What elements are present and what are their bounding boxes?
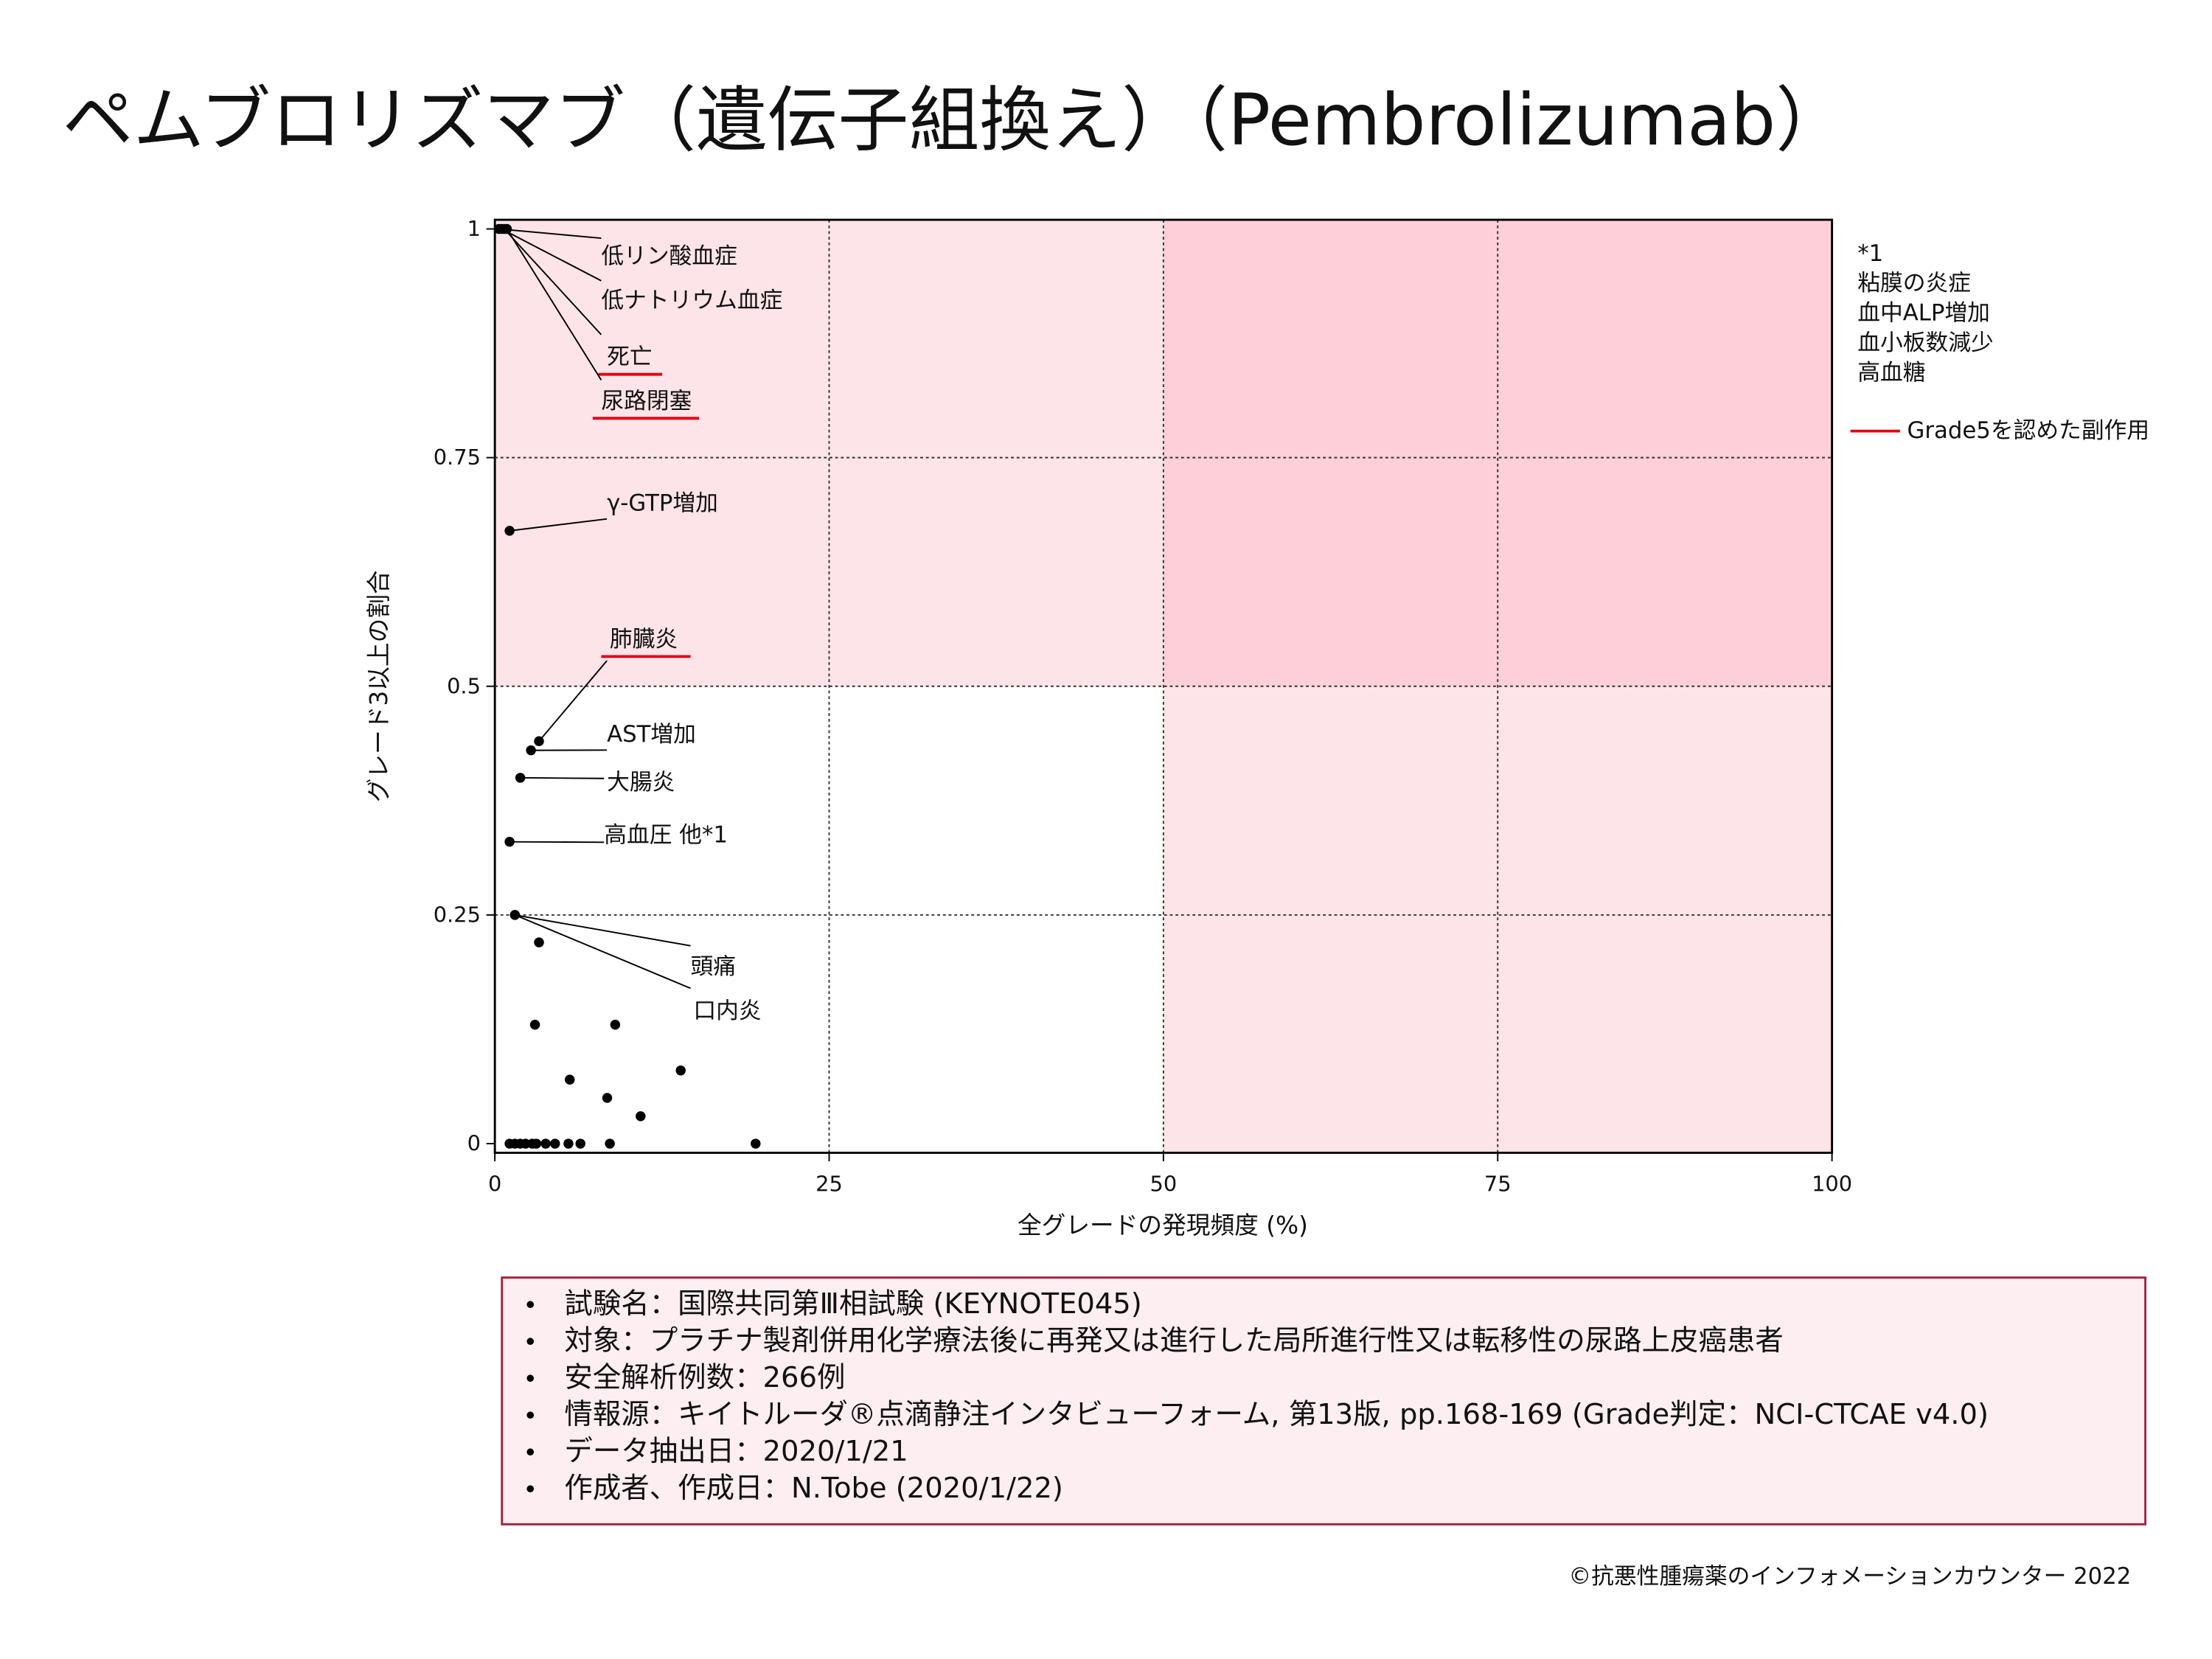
- leader-line: [501, 228, 602, 282]
- data-point: [751, 1138, 761, 1149]
- data-point: [610, 1020, 621, 1030]
- point-label: 肺臓炎: [610, 626, 678, 653]
- info-item: 対象：プラチナ製剤併用化学療法後に再発又は進行した局所進行性又は転移性の尿路上皮…: [564, 1324, 1783, 1357]
- page-title: ペムブロリズマブ（遺伝子組換え）（Pembrolizumab）: [63, 79, 1847, 161]
- point-label: 大腸炎: [607, 769, 675, 796]
- y-tick-label: 0: [467, 1131, 481, 1156]
- y-tick-label: 0.75: [434, 445, 481, 470]
- x-tick-label: 75: [1484, 1171, 1512, 1196]
- plot-frame: [493, 218, 1834, 1154]
- point-label: 低ナトリウム血症: [601, 287, 782, 313]
- leader-line: [504, 228, 602, 335]
- info-item: 安全解析例数：266例: [564, 1361, 845, 1394]
- data-point: [526, 745, 536, 756]
- data-point: [509, 910, 521, 920]
- point-label: AST増加: [607, 721, 696, 748]
- point-label: γ-GTP増加: [607, 490, 718, 516]
- data-point: [534, 736, 544, 746]
- data-point: [675, 1065, 686, 1076]
- info-item: 試験名：国際共同第Ⅲ相試験 (KEYNOTE045): [564, 1287, 1141, 1321]
- bullet: [526, 1338, 535, 1346]
- x-axis-label: 全グレードの発現頻度 (%): [1018, 1211, 1308, 1239]
- point-label: 高血圧 他*1: [604, 821, 728, 848]
- data-point: [575, 1138, 585, 1149]
- bullet: [526, 1448, 535, 1456]
- leader-line: [509, 518, 608, 532]
- info-box: [501, 1276, 2147, 1526]
- point-label: 死亡: [607, 344, 653, 370]
- info-item: データ抽出日：2020/1/21: [564, 1435, 908, 1468]
- x-tick-label: 50: [1150, 1171, 1178, 1196]
- data-point: [534, 937, 544, 947]
- note-item: 血小板数減少: [1857, 330, 1994, 356]
- point-label: 口内炎: [693, 998, 761, 1024]
- x-tick-label: 25: [815, 1171, 843, 1196]
- point-label: 低リン酸血症: [601, 243, 737, 270]
- leader-line: [520, 776, 605, 779]
- data-point: [636, 1111, 646, 1121]
- legend-label: Grade5を認めた副作用: [1907, 417, 2150, 444]
- leader-line: [514, 914, 691, 990]
- data-point: [504, 526, 515, 536]
- bullet: [526, 1411, 535, 1419]
- x-tick-label: 100: [1812, 1171, 1852, 1196]
- data-point: [531, 1138, 542, 1149]
- y-tick-label: 1: [467, 216, 481, 241]
- note-item: 粘膜の炎症: [1857, 270, 1971, 296]
- leader-line: [538, 660, 608, 742]
- x-tick-label: 0: [488, 1171, 501, 1196]
- leader-line: [509, 841, 605, 844]
- note-item: 高血糖: [1857, 359, 1925, 386]
- y-axis-label: グレード3以上の割合: [365, 570, 393, 802]
- point-label: 頭痛: [691, 953, 737, 980]
- bullet: [526, 1301, 535, 1309]
- data-point: [550, 1138, 560, 1149]
- copyright: ©抗悪性腫瘍薬のインフォメーションカウンター 2022: [1568, 1563, 2131, 1590]
- data-point: [529, 1020, 540, 1030]
- y-tick-label: 0.5: [447, 673, 481, 698]
- data-point: [540, 1138, 551, 1149]
- data-point: [501, 223, 512, 234]
- note-marker: *1: [1857, 240, 1883, 267]
- data-point: [563, 1138, 574, 1149]
- y-tick-label: 0.25: [434, 902, 481, 928]
- point-label: 尿路閉塞: [601, 388, 692, 414]
- leader-line: [515, 914, 691, 947]
- info-item: 作成者、作成日：N.Tobe (2020/1/22): [564, 1472, 1063, 1505]
- leader-line: [498, 228, 602, 240]
- data-point: [602, 1093, 613, 1103]
- leader-line: [506, 228, 602, 380]
- bullet: [526, 1374, 535, 1382]
- data-point: [504, 836, 515, 847]
- data-point: [564, 1074, 575, 1085]
- data-point: [605, 1138, 615, 1149]
- info-item: 情報源：キイトルーダ®点滴静注インタビューフォーム, 第13版, pp.168-…: [564, 1398, 1989, 1431]
- data-point: [515, 773, 526, 783]
- bullet: [526, 1485, 535, 1493]
- note-item: 血中ALP増加: [1857, 300, 1990, 327]
